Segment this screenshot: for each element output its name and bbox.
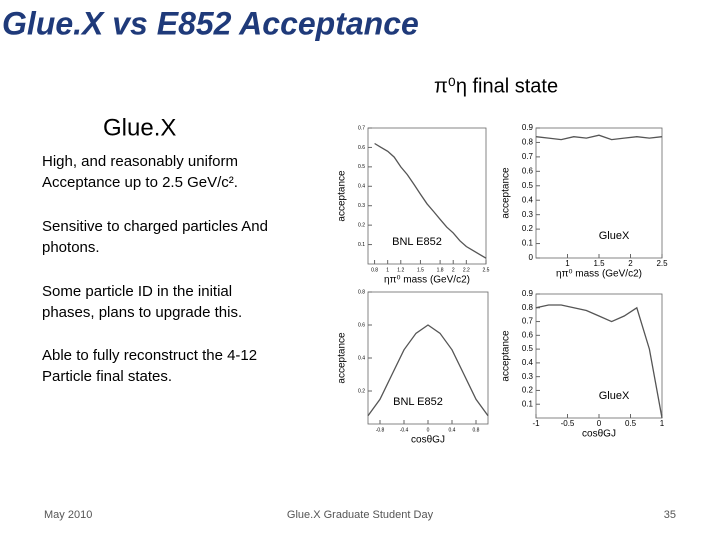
y-axis-label: acceptance: [501, 330, 512, 382]
y-tick-label: 0.4: [358, 184, 365, 190]
y-tick-label: 0.8: [522, 303, 534, 312]
y-tick-label: 0.8: [358, 289, 365, 295]
paragraphs: High, and reasonably uniform Acceptance …: [42, 153, 268, 385]
x-tick-label: -0.4: [400, 427, 409, 433]
x-tick-label: 1: [565, 259, 570, 268]
y-tick-label: 0.3: [358, 203, 365, 209]
x-axis-label: ηπ⁰ mass (GeV/c2): [556, 269, 642, 280]
y-tick-label: 0.6: [522, 166, 534, 175]
y-tick-label: 0.7: [522, 152, 534, 161]
subtitle: π⁰η final state: [434, 75, 558, 97]
y-tick-label: 0.1: [358, 242, 365, 248]
x-tick-label: 1.5: [417, 267, 424, 273]
x-tick-label: 1: [386, 267, 389, 273]
y-tick-label: 0.6: [522, 330, 534, 339]
heading: Glue.X: [103, 114, 176, 141]
x-tick-label: 0.8: [371, 267, 378, 273]
x-tick-label: 2.5: [656, 259, 668, 268]
plot-frame: [535, 293, 663, 419]
paragraph: High, and reasonably uniform Acceptance …: [42, 153, 238, 191]
x-axis-label: ηπ⁰ mass (GeV/c2): [384, 275, 470, 286]
y-axis-label: acceptance: [337, 170, 348, 222]
paragraph: Able to fully reconstruct the 4-12 Parti…: [42, 347, 258, 385]
x-tick-label: 2.2: [463, 267, 470, 273]
x-tick-label: 0: [427, 427, 430, 433]
x-tick-label: 1.8: [437, 267, 444, 273]
x-tick-label: 2: [452, 267, 455, 273]
footer-event: Glue.X Graduate Student Day: [287, 509, 434, 521]
paragraph: Sensitive to charged particles And photo…: [42, 218, 268, 256]
x-axis-label: cosθGJ: [582, 429, 616, 440]
paragraph-box: Able to fully reconstruct the 4-12 Parti…: [42, 347, 258, 385]
footer-date: May 2010: [44, 509, 92, 521]
y-tick-label: 0.5: [358, 164, 365, 170]
x-axis-label: cosθGJ: [411, 435, 445, 446]
y-tick-label: 0.2: [358, 388, 365, 394]
y-tick-label: 0.3: [522, 372, 534, 381]
footer-page: 35: [664, 509, 676, 521]
y-tick-label: 0.9: [522, 289, 534, 298]
y-axis-label: acceptance: [337, 332, 348, 384]
plot-label: GlueX: [599, 230, 630, 242]
y-tick-label: 0.4: [522, 195, 534, 204]
x-tick-label: 0.4: [449, 427, 456, 433]
y-tick-label: 0.6: [358, 145, 365, 151]
paragraph-box: Some particle ID in the initial phases, …: [42, 283, 243, 321]
x-tick-label: 2: [628, 259, 633, 268]
paragraph-box: Sensitive to charged particles And photo…: [42, 218, 268, 256]
y-tick-label: 0.5: [522, 344, 534, 353]
acceptance-curve: [374, 142, 487, 259]
x-tick-label: 0.5: [625, 419, 637, 428]
plot-label: BNL E852: [392, 236, 442, 248]
plots: 0.1 0.2 0.3 0.4 0.5 0.6 0.7 0.8 1 1.2 1.5 1.8 2 2.2 2.…: [337, 123, 668, 446]
x-tick-label: 1.5: [593, 259, 605, 268]
acceptance-curve: [535, 304, 663, 419]
y-axis-label: acceptance: [501, 167, 512, 219]
x-tick-label: 1: [660, 419, 665, 428]
x-tick-label: -1: [532, 419, 540, 428]
y-tick-label: 0.3: [522, 210, 534, 219]
paragraph-box: High, and reasonably uniform Acceptance …: [42, 153, 238, 191]
acceptance-curve: [367, 324, 489, 417]
plot-label: GlueX: [599, 390, 630, 402]
x-tick-label: 1.2: [397, 267, 404, 273]
y-tick-label: 0.9: [522, 123, 534, 132]
x-tick-label: 0.8: [473, 427, 480, 433]
x-tick-label: -0.5: [561, 419, 575, 428]
y-tick-label: 0.2: [522, 224, 534, 233]
y-tick-label: 0.7: [522, 317, 534, 326]
y-tick-label: 0.4: [522, 358, 534, 367]
x-tick-label: 2.5: [483, 267, 490, 273]
plot-frame: [367, 291, 489, 425]
y-tick-label: 0.2: [522, 386, 534, 395]
y-tick-label: 0.1: [522, 399, 534, 408]
y-tick-label: 0.7: [358, 125, 365, 131]
y-tick-label: 0.8: [522, 138, 534, 147]
paragraph: Some particle ID in the initial phases, …: [42, 283, 243, 321]
y-tick-label: 0.5: [522, 181, 534, 190]
x-tick-label: 0: [597, 419, 602, 428]
x-tick-label: -0.8: [376, 427, 385, 433]
y-tick-label: 0.4: [358, 355, 365, 361]
y-tick-label: 0.6: [358, 322, 365, 328]
y-tick-label: 0: [529, 253, 534, 262]
y-tick-label: 0.1: [522, 239, 534, 248]
acceptance-curve: [535, 134, 663, 141]
title: Glue.X vs E852 Acceptance: [2, 5, 419, 41]
y-tick-label: 0.2: [358, 222, 365, 228]
plot-label: BNL E852: [393, 396, 443, 408]
